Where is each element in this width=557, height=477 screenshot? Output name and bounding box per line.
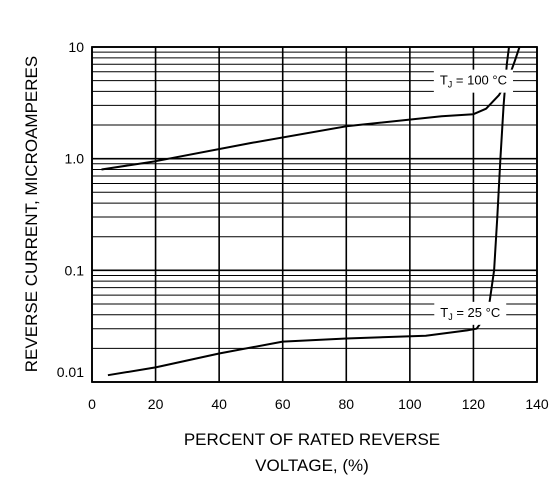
annotations: TJ = 100 °CTJ = 25 °C [433, 69, 514, 325]
y-tick-label: 1.0 [65, 151, 85, 167]
plot-frame [91, 46, 538, 383]
x-axis-title-line-1: PERCENT OF RATED REVERSE [184, 430, 440, 449]
annotation-background [434, 301, 507, 325]
annotation-subscript: J [448, 312, 453, 322]
x-tick-label: 20 [148, 396, 164, 412]
annotation-suffix: = 100 °C [452, 73, 507, 88]
x-tick-label: 60 [275, 396, 291, 412]
x-tick-label: 120 [462, 396, 486, 412]
series-annotation-1: TJ = 100 °C [433, 69, 514, 93]
annotation-suffix: = 25 °C [453, 305, 500, 320]
annotation-prefix: T [440, 73, 448, 88]
x-tick-label: 40 [211, 396, 227, 412]
tick-labels: 0 20 40 60 80 100 120 140 10 1.0 0.1 0.01 [57, 39, 549, 412]
annotation-subscript: J [448, 80, 453, 90]
series-annotation-2: TJ = 25 °C [434, 301, 507, 325]
y-axis-title: REVERSE CURRENT, MICROAMPERES [22, 56, 41, 372]
annotation-text: TJ = 100 °C [440, 73, 507, 90]
x-axis-title-line-2: VOLTAGE, (%) [255, 456, 369, 475]
x-tick-label: 0 [88, 396, 96, 412]
series-line-1 [101, 46, 521, 171]
y-tick-label: 10 [68, 39, 84, 55]
series-line-2 [107, 46, 510, 377]
x-tick-label: 100 [398, 396, 422, 412]
annotation-text: TJ = 25 °C [440, 305, 500, 322]
y-tick-label: 0.01 [57, 364, 84, 380]
x-tick-label: 80 [338, 396, 354, 412]
annotation-prefix: T [440, 305, 448, 320]
y-tick-label: 0.1 [65, 262, 85, 278]
x-tick-label: 140 [525, 396, 549, 412]
x-axis-title: PERCENT OF RATED REVERSE VOLTAGE, (%) [184, 430, 440, 475]
grid [91, 46, 538, 383]
annotation-background [433, 69, 514, 93]
series-layer [101, 46, 521, 377]
